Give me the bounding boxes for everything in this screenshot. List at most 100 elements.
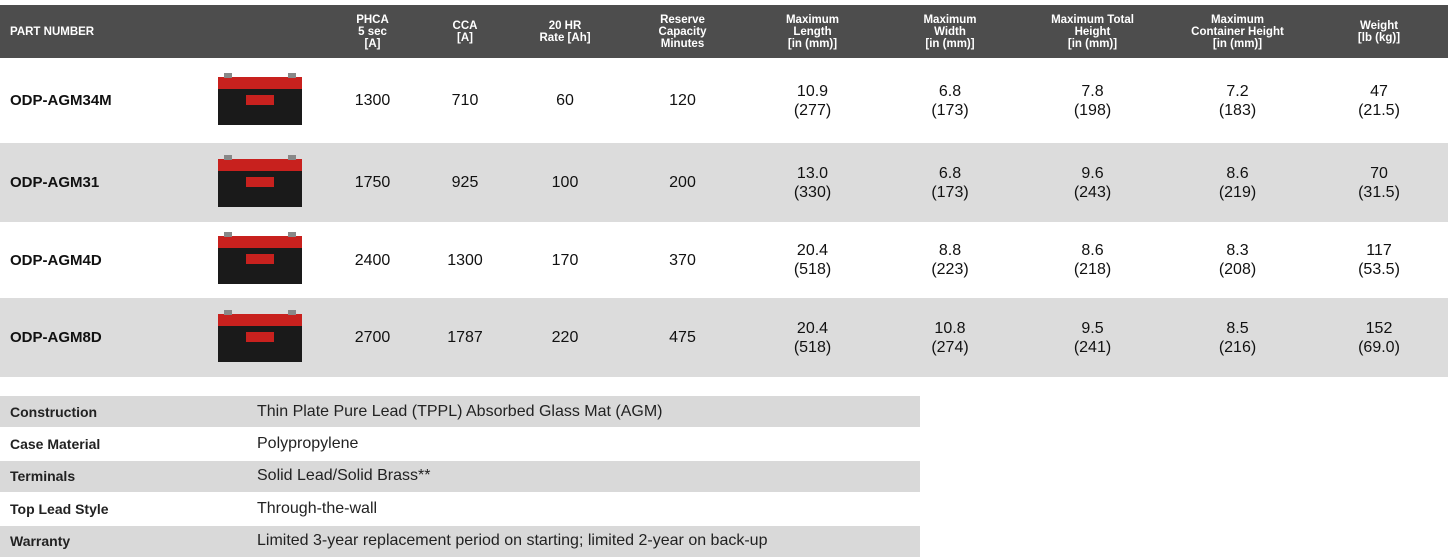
header-line: Maximum <box>786 14 839 26</box>
cell-line: (518) <box>745 260 880 279</box>
battery-image <box>210 71 310 131</box>
battery-image <box>210 308 310 368</box>
header-line: Capacity <box>659 26 707 38</box>
header-line: [in (mm)] <box>1068 38 1117 50</box>
data-cell: 6.8(173) <box>880 58 1020 143</box>
header-line: [A] <box>457 32 473 44</box>
cell-line: 10.9 <box>745 82 880 101</box>
cell-line: (243) <box>1020 183 1165 202</box>
battery-shape <box>218 314 302 326</box>
header-line: [A] <box>365 38 381 50</box>
data-cell: 200 <box>620 143 745 222</box>
cell-line: 100 <box>510 173 620 192</box>
cell-line: 9.6 <box>1020 164 1165 183</box>
cell-line: 1750 <box>325 173 420 192</box>
data-cell: 117(53.5) <box>1310 222 1448 298</box>
column-header: Weight[lb (kg)] <box>1310 5 1448 58</box>
battery-shape <box>224 232 232 237</box>
cell-line: 475 <box>620 328 745 347</box>
battery-shape <box>288 310 296 315</box>
cell-line: (219) <box>1165 183 1310 202</box>
data-cell: 6.8(173) <box>880 143 1020 222</box>
data-cell: 13.0(330) <box>745 143 880 222</box>
battery-shape <box>224 310 232 315</box>
cell-line: 8.3 <box>1165 241 1310 260</box>
cell-line: 70 <box>1310 164 1448 183</box>
cell-line: 1300 <box>420 251 510 270</box>
data-cell: 710 <box>420 58 510 143</box>
data-cell: 100 <box>510 143 620 222</box>
header-line: PART NUMBER <box>10 26 94 38</box>
data-cell: 170 <box>510 222 620 298</box>
header-line: 20 HR <box>549 20 582 32</box>
data-cell: 8.5(216) <box>1165 298 1310 377</box>
cell-line: (69.0) <box>1310 338 1448 357</box>
data-cell: 925 <box>420 143 510 222</box>
spec-label: Top Lead Style <box>0 493 250 524</box>
column-header: PART NUMBER <box>0 5 195 58</box>
cell-line: (274) <box>880 338 1020 357</box>
cell-line: 370 <box>620 251 745 270</box>
header-line: Minutes <box>661 38 704 50</box>
cell-line: (330) <box>745 183 880 202</box>
data-cell: 20.4(518) <box>745 298 880 377</box>
battery-shape <box>246 254 274 264</box>
header-line: [lb (kg)] <box>1358 32 1400 44</box>
header-line: Width <box>934 26 966 38</box>
cell-line: 710 <box>420 91 510 110</box>
data-cell: 60 <box>510 58 620 143</box>
cell-line: 170 <box>510 251 620 270</box>
part-number: ODP-AGM4D <box>0 222 195 298</box>
data-cell: 10.9(277) <box>745 58 880 143</box>
data-cell: 9.6(243) <box>1020 143 1165 222</box>
cell-line: 8.6 <box>1020 241 1165 260</box>
cell-line: 6.8 <box>880 164 1020 183</box>
data-cell: 220 <box>510 298 620 377</box>
battery-shape <box>224 155 232 160</box>
data-cell: 8.3(208) <box>1165 222 1310 298</box>
header-line: Maximum Total <box>1051 14 1134 26</box>
header-line: Maximum <box>923 14 976 26</box>
data-cell: 7.8(198) <box>1020 58 1165 143</box>
data-cell: 1300 <box>325 58 420 143</box>
battery-image <box>210 230 310 290</box>
battery-shape <box>218 159 302 171</box>
cell-line: 200 <box>620 173 745 192</box>
cell-line: (31.5) <box>1310 183 1448 202</box>
cell-line: 60 <box>510 91 620 110</box>
data-cell: 8.6(219) <box>1165 143 1310 222</box>
cell-line: 13.0 <box>745 164 880 183</box>
cell-line: (173) <box>880 183 1020 202</box>
data-cell: 8.8(223) <box>880 222 1020 298</box>
part-number: ODP-AGM34M <box>0 58 195 143</box>
battery-shape <box>246 95 274 105</box>
header-line: Weight <box>1360 20 1398 32</box>
header-line: CCA <box>453 20 478 32</box>
cell-line: 47 <box>1310 82 1448 101</box>
part-number: ODP-AGM31 <box>0 143 195 222</box>
battery-shape <box>218 77 302 89</box>
cell-line: 8.6 <box>1165 164 1310 183</box>
header-line: [in (mm)] <box>1213 38 1262 50</box>
battery-shape <box>288 232 296 237</box>
cell-line: 120 <box>620 91 745 110</box>
battery-shape <box>224 73 232 78</box>
cell-line: 1300 <box>325 91 420 110</box>
cell-line: (198) <box>1020 101 1165 120</box>
header-line: [in (mm)] <box>925 38 974 50</box>
cell-line: (53.5) <box>1310 260 1448 279</box>
header-line: Reserve <box>660 14 705 26</box>
data-cell: 2400 <box>325 222 420 298</box>
data-cell: 10.8(274) <box>880 298 1020 377</box>
header-line: PHCA <box>356 14 389 26</box>
cell-line: 117 <box>1310 241 1448 260</box>
header-line: 5 sec <box>358 26 387 38</box>
spec-value: Solid Lead/Solid Brass** <box>257 461 920 492</box>
header-line: Rate [Ah] <box>539 32 590 44</box>
data-cell: 7.2(183) <box>1165 58 1310 143</box>
cell-line: (518) <box>745 338 880 357</box>
cell-line: 8.8 <box>880 241 1020 260</box>
